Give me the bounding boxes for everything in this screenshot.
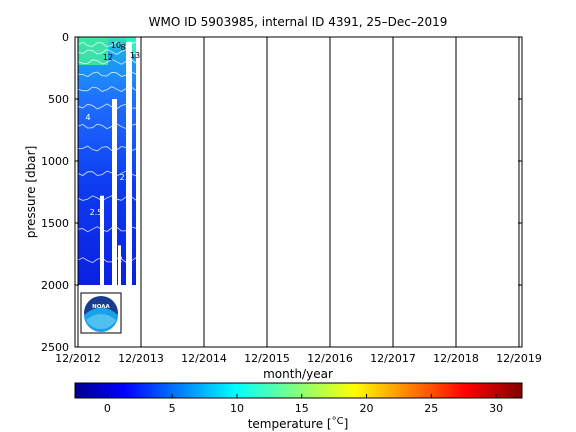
colorbar-label: temperature [°C] bbox=[248, 416, 349, 431]
y-tick-label: 2500 bbox=[41, 341, 69, 354]
x-tick-label: 12/2017 bbox=[370, 352, 416, 365]
colorbar-gradient bbox=[74, 382, 523, 399]
contour-label: 4 bbox=[85, 113, 90, 122]
x-tick-label: 12/2015 bbox=[244, 352, 290, 365]
isotherm-contour bbox=[77, 226, 137, 233]
missing-profile-gap bbox=[100, 195, 104, 285]
contour-label: 3 bbox=[125, 205, 130, 214]
colorbar-tick-label: 5 bbox=[169, 402, 176, 415]
colorbar-tick-label: 30 bbox=[489, 402, 503, 415]
y-tick-label: 1000 bbox=[41, 155, 69, 168]
x-axis-ticks: 12/2012 12/2013 12/2014 12/2015 12/2016 12/20… bbox=[55, 352, 542, 365]
isotherm-contour bbox=[77, 257, 137, 264]
x-tick-label: 12/2019 bbox=[496, 352, 542, 365]
isotherm-contour bbox=[77, 170, 137, 177]
isotherm-contour bbox=[77, 195, 137, 202]
isotherm-contour bbox=[77, 58, 137, 65]
contour-label: 2 bbox=[99, 258, 104, 267]
isotherm-contour bbox=[77, 123, 137, 130]
isotherm-contour bbox=[77, 71, 137, 78]
colorbar-tick-label: 0 bbox=[104, 402, 111, 415]
x-axis-label: month/year bbox=[263, 367, 333, 381]
contour-label: 8 bbox=[120, 43, 125, 52]
x-tick-label: 12/2018 bbox=[433, 352, 479, 365]
contour-label: 10 bbox=[111, 41, 121, 50]
contour-label: 12 bbox=[103, 53, 113, 62]
x-tick-label: 12/2013 bbox=[118, 352, 164, 365]
colorbar-tick-label: 10 bbox=[230, 402, 244, 415]
colorbar-ticks: 0 5 10 15 20 25 30 bbox=[104, 394, 503, 415]
colorbar: 0 5 10 15 20 25 30 temperature [°C] bbox=[74, 382, 523, 431]
svg-text:NOAA: NOAA bbox=[92, 304, 110, 310]
contour-label: 3 bbox=[125, 143, 130, 152]
year-gridlines bbox=[77, 37, 520, 347]
y-tick-label: 500 bbox=[48, 93, 69, 106]
plot-frame bbox=[74, 36, 523, 348]
colorbar-tick-label: 20 bbox=[360, 402, 374, 415]
contour-label: 2 bbox=[117, 255, 122, 264]
missing-profile-gap bbox=[126, 41, 132, 286]
y-axis-ticks: 0 500 1000 1500 2000 2500 bbox=[41, 31, 522, 354]
y-tick-label: 2000 bbox=[41, 279, 69, 292]
contour-label: 2.5 bbox=[120, 173, 133, 182]
y-axis-label: pressure [dbar] bbox=[24, 146, 38, 239]
isotherm-contour bbox=[77, 48, 137, 55]
contour-label: 13 bbox=[130, 51, 140, 60]
profile-data-area: 2 2.5 3 4 810 12 13 2 2.5 3 bbox=[77, 37, 140, 286]
colorbar-tick-label: 25 bbox=[424, 402, 438, 415]
missing-profile-gap bbox=[112, 99, 117, 285]
contour-label: 2.5 bbox=[90, 208, 103, 217]
missing-profile-gap bbox=[118, 245, 121, 285]
x-tick-label: 12/2014 bbox=[181, 352, 227, 365]
y-tick-label: 0 bbox=[62, 31, 69, 44]
isotherm-contour bbox=[77, 86, 137, 92]
noaa-logo: NOAA bbox=[80, 292, 122, 334]
chart-title: WMO ID 5903985, internal ID 4391, 25–Dec… bbox=[149, 15, 448, 29]
x-tick-label: 12/2012 bbox=[55, 352, 101, 365]
colorbar-tick-label: 15 bbox=[295, 402, 309, 415]
isotherm-contour bbox=[77, 103, 137, 110]
isotherm-contour bbox=[77, 41, 137, 48]
x-tick-label: 12/2016 bbox=[307, 352, 353, 365]
y-tick-label: 1500 bbox=[41, 217, 69, 230]
isotherm-contour bbox=[77, 145, 137, 152]
